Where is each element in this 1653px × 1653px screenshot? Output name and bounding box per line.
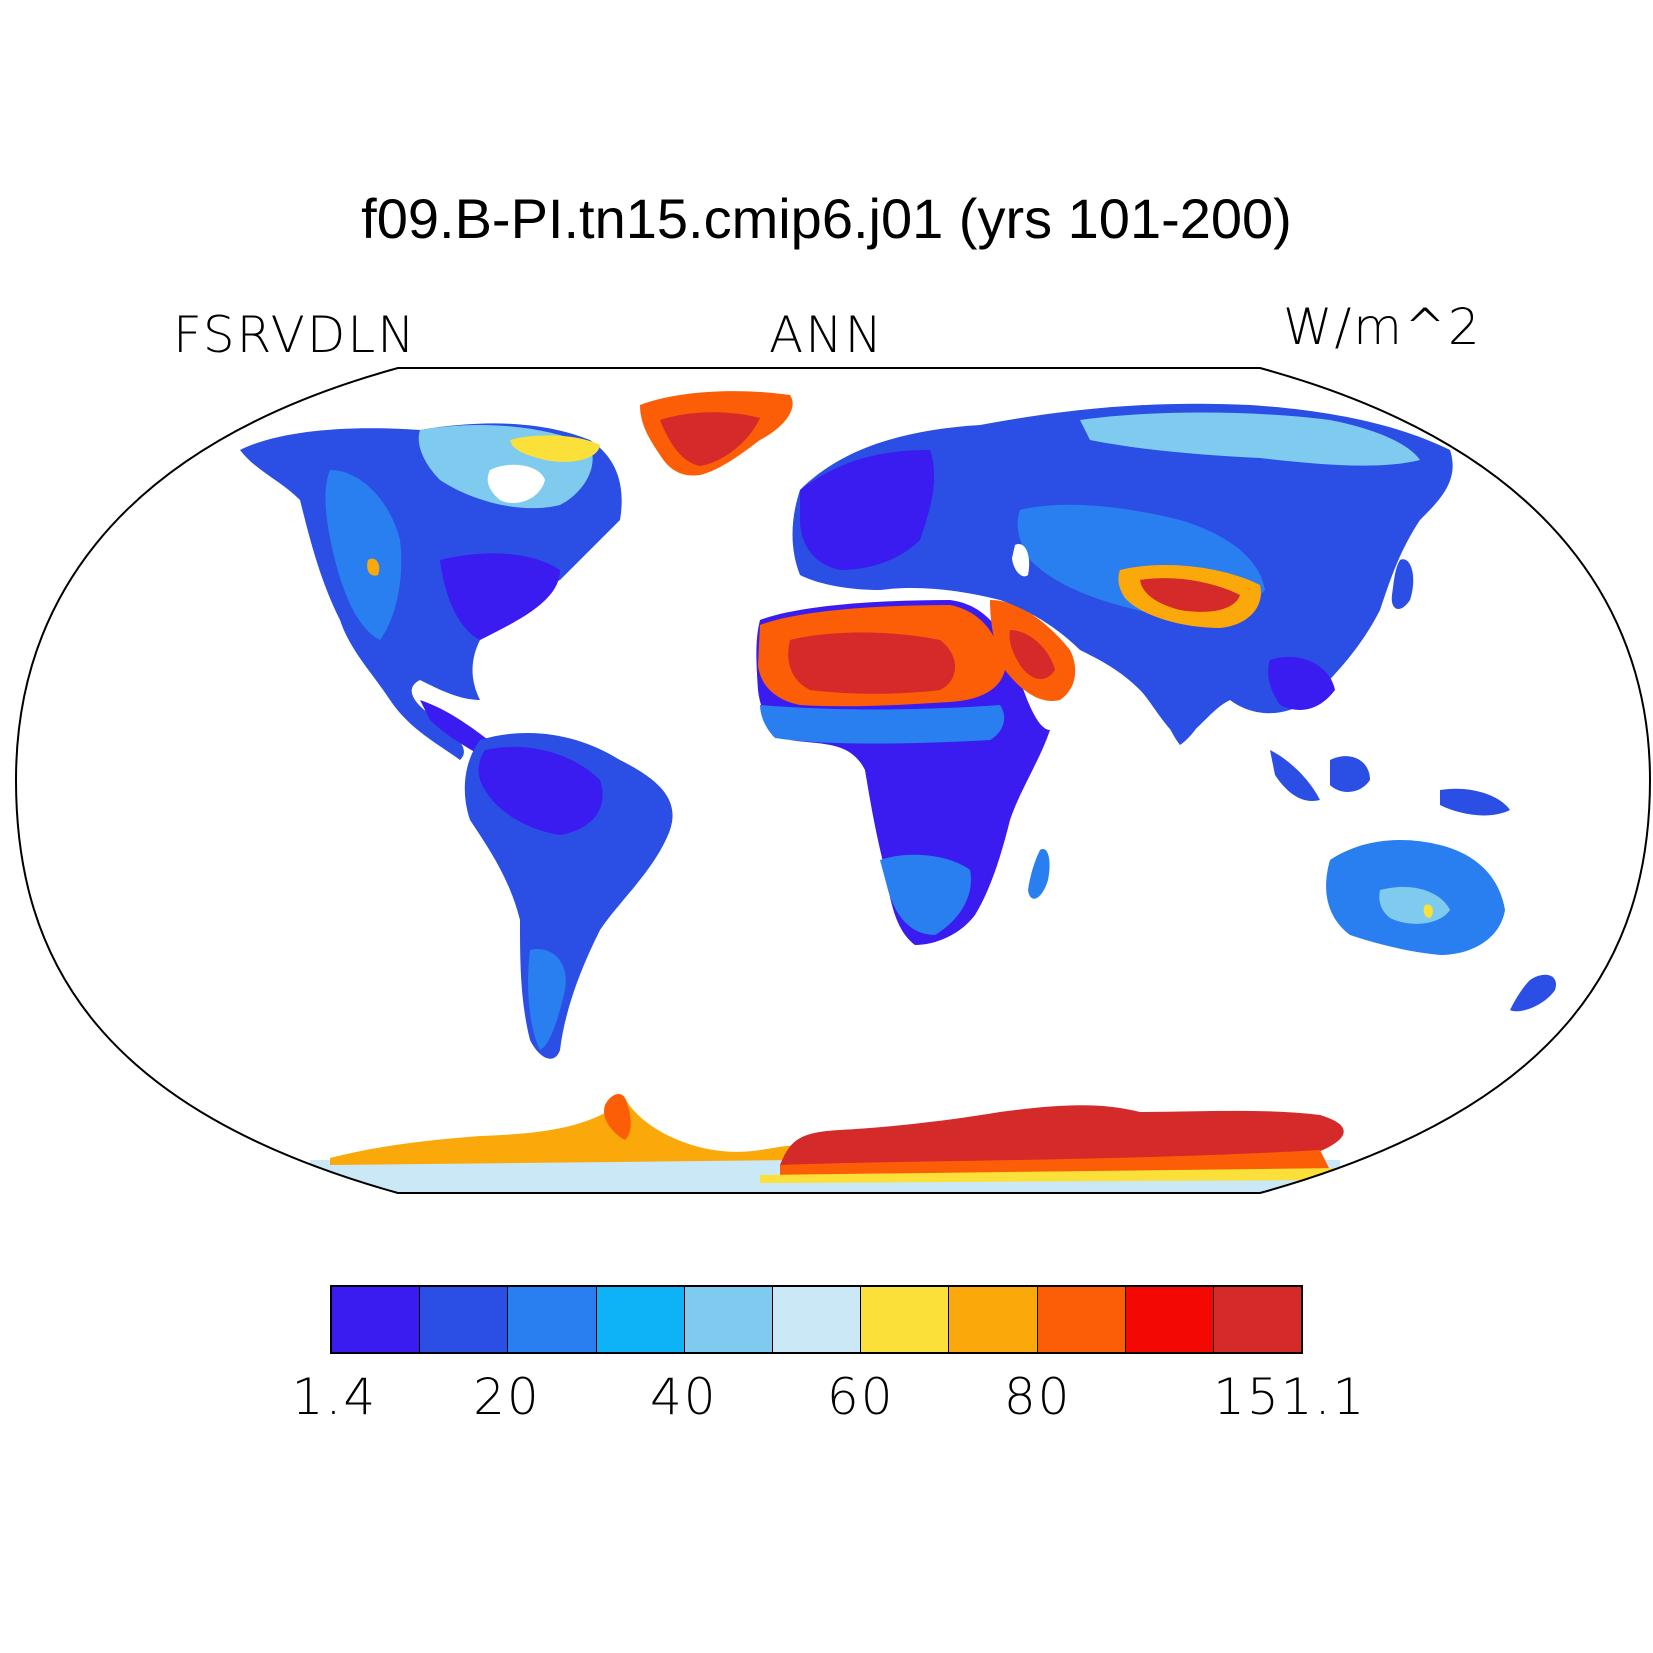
southern-africa [880,854,971,935]
caspian-sea [1012,544,1030,577]
new-guinea [1440,788,1510,816]
antarctica-east-edge [780,1150,1330,1175]
colorbar-label: 151.1 [1213,1368,1367,1426]
madagascar [1028,849,1050,899]
colorbar-swatch [1125,1287,1214,1352]
north-america-east [440,553,560,640]
colorbar-swatch [1037,1287,1126,1352]
season-label: ANN [768,306,884,364]
map-outline [14,367,1652,1194]
australia-interior [1379,886,1450,924]
canadian-arctic-yellow [510,435,600,462]
north-america-west [325,470,402,640]
colorbar-swatch [861,1287,950,1352]
arabia-core [1009,630,1055,680]
antarctica-west [330,1095,797,1165]
units-label: W/m^2 [1283,298,1482,356]
sahel-band [760,705,1005,744]
india [1150,656,1220,745]
colorbar-swatch [772,1287,862,1352]
colorbar-label: 60 [826,1368,895,1426]
antarctic-peninsula [604,1094,631,1140]
siberia-light [1080,412,1420,466]
europe [800,450,935,570]
greenland-core [660,412,760,466]
colorbar-swatch [420,1287,509,1352]
hudson-bay [487,464,545,504]
australia-hotspot [1423,904,1433,918]
colorbar-swatch [332,1287,421,1352]
map-title: f09.B-PI.tn15.cmip6.j01 (yrs 101-200) [361,187,1292,250]
colorbar-label: 80 [1003,1368,1072,1426]
antarctica-east-rim [760,1168,1340,1183]
colorbar-label: 20 [473,1368,541,1426]
colorbar-label: 1.4 [291,1368,378,1426]
map-content [240,391,1556,1193]
colorbar-label: 40 [650,1368,718,1426]
amazon-basin [478,746,603,835]
variable-label: FSRVDLN [173,306,417,364]
colorbar-swatch [684,1287,773,1352]
colorbar-swatch [596,1287,685,1352]
sahara-core [788,632,955,694]
colorbar-swatch [508,1287,597,1352]
se-asia [1268,656,1335,710]
borneo [1330,756,1370,792]
colorbar-swatch [1213,1287,1302,1352]
rockies-hotspot [367,558,380,576]
antarctica-east [780,1105,1344,1168]
colorbar [330,1285,1303,1354]
colorbar-swatch [949,1287,1038,1352]
new-zealand [1510,974,1556,1012]
tibet-core [1140,578,1240,612]
sumatra-java [1270,750,1320,801]
south-america-south [528,949,566,1050]
japan [1391,559,1414,610]
